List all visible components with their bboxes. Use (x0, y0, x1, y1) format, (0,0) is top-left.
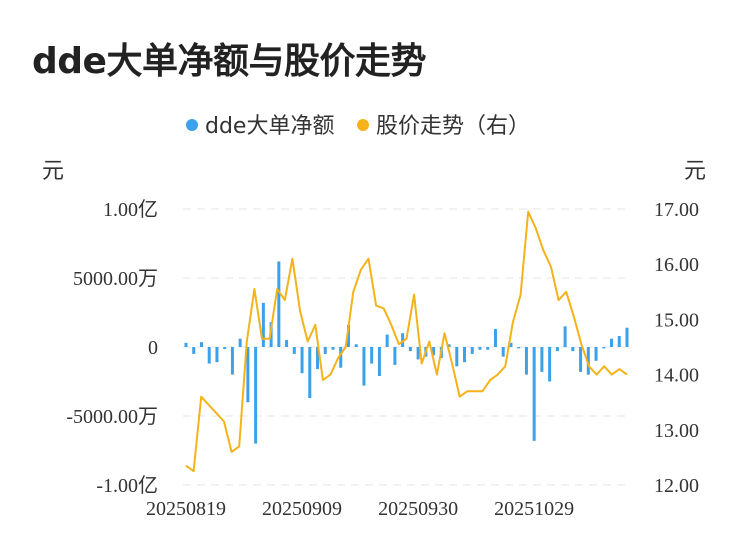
dde-bar (486, 347, 490, 350)
dde-bar (184, 342, 188, 347)
dde-bar (617, 335, 621, 347)
dde-bar (385, 334, 389, 347)
dde-bar (300, 347, 304, 374)
dde-bar (238, 338, 242, 347)
dde-bar (192, 347, 196, 354)
dde-bar (362, 347, 366, 386)
dde-bar (493, 329, 497, 347)
legend-label-dde: dde大单净额 (205, 114, 334, 139)
dde-bar (261, 302, 265, 347)
left-tick-label: 0 (148, 337, 158, 359)
right-tick-label: 13.00 (654, 420, 699, 442)
dde-bar (447, 344, 451, 347)
dde-bar (509, 342, 513, 347)
legend-marker-price (357, 119, 369, 131)
right-axis-ticks: 17.00 16.00 15.00 14.00 13.00 12.00 (654, 199, 699, 497)
dde-bar (223, 347, 227, 350)
dde-bar (230, 347, 234, 375)
dde-bar (579, 347, 583, 372)
dde-bar (432, 347, 436, 356)
legend-item-price[interactable]: 股价走势（右） (357, 114, 530, 139)
dde-bar (586, 347, 590, 375)
x-tick-label: 20251029 (494, 498, 574, 520)
dde-bar (370, 347, 374, 364)
left-tick-label: -1.00亿 (96, 474, 158, 497)
dde-bar (354, 344, 358, 347)
dde-bar (292, 347, 296, 354)
dde-bar (323, 347, 327, 354)
right-tick-label: 16.00 (654, 254, 699, 276)
dde-bar (463, 347, 467, 363)
price-line (185, 210, 628, 473)
dde-bar (478, 347, 482, 350)
dde-bar (316, 347, 320, 370)
price-line-layer (185, 210, 628, 473)
gridlines (183, 208, 630, 486)
left-axis-unit: 元 (42, 159, 64, 184)
dde-bar (540, 347, 544, 372)
dde-bar (393, 347, 397, 365)
dde-bar (517, 347, 521, 349)
right-tick-label: 14.00 (654, 365, 699, 387)
x-tick-label: 20250909 (262, 498, 342, 520)
right-tick-label: 12.00 (654, 475, 699, 497)
dde-bar (610, 338, 614, 347)
chart-title: dde大单净额与股价走势 (32, 41, 426, 82)
dde-bar (277, 261, 281, 347)
dde-bar (207, 347, 211, 364)
right-axis-unit: 元 (684, 159, 706, 184)
dde-bar (331, 347, 335, 350)
dde-bar (455, 347, 459, 367)
dde-bar (285, 340, 289, 347)
dde-bar (594, 347, 598, 361)
left-tick-label: -5000.00万 (66, 406, 158, 428)
legend-label-price: 股价走势（右） (376, 114, 530, 139)
dde-bar (377, 347, 381, 376)
dde-bar (532, 347, 536, 441)
legend-item-dde[interactable]: dde大单净额 (186, 114, 334, 139)
dde-bar (339, 347, 343, 368)
dde-bar (346, 324, 350, 347)
dde-bar (625, 327, 629, 347)
x-axis-ticks: 20250819 20250909 20250930 20251029 (146, 498, 574, 520)
dde-bar (246, 347, 250, 403)
dde-bar (524, 347, 528, 375)
legend-marker-dde (186, 119, 198, 131)
dde-bar (548, 347, 552, 382)
dde-bar (563, 326, 567, 347)
dde-bar (501, 347, 505, 357)
legend[interactable]: dde大单净额 股价走势（右） (186, 114, 530, 139)
dde-bar (308, 347, 312, 399)
dde-bar (401, 333, 405, 347)
right-tick-label: 15.00 (654, 309, 699, 331)
dde-bar (571, 347, 575, 352)
dde-bar (470, 347, 474, 354)
dde-bar (215, 347, 219, 363)
dde-bar (602, 347, 606, 349)
x-tick-label: 20250930 (378, 498, 458, 520)
x-tick-label: 20250819 (146, 498, 226, 520)
dde-bar (416, 347, 420, 360)
dde-bar (408, 347, 412, 352)
left-tick-label: 5000.00万 (73, 268, 158, 290)
left-axis-ticks: 1.00亿 5000.00万 0 -5000.00万 -1.00亿 (66, 198, 158, 497)
right-tick-label: 17.00 (654, 199, 699, 221)
dde-bars (184, 261, 629, 444)
left-tick-label: 1.00亿 (103, 198, 158, 221)
dde-bar (555, 347, 559, 352)
dde-bar (254, 347, 258, 444)
dde-bar (199, 342, 203, 347)
